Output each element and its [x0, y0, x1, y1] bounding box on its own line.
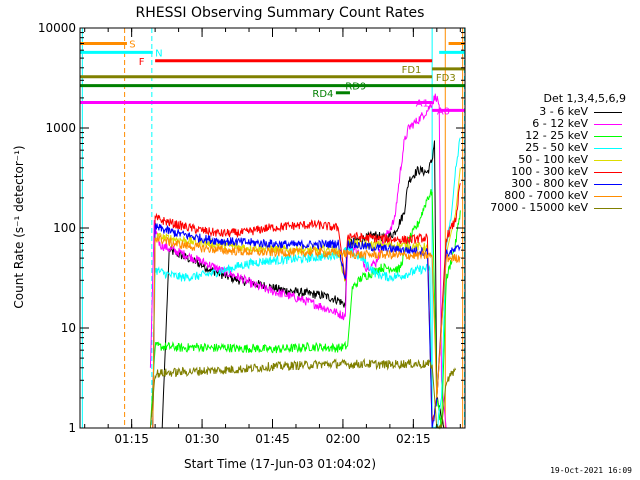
y-tick-label-1: 10 — [61, 321, 76, 335]
flag-label-fd3: FD3 — [436, 73, 456, 84]
legend-swatch — [594, 171, 622, 173]
legend-label: 50 - 100 keV — [518, 153, 588, 166]
flag-label-a0: A0 — [437, 106, 450, 117]
legend-swatch — [594, 111, 622, 113]
chart-title: RHESSI Observing Summary Count Rates — [136, 5, 425, 21]
legend-entry: 12 - 25 keV — [486, 130, 636, 142]
series-line-7 — [152, 234, 461, 429]
series-line-5 — [152, 183, 461, 429]
legend-swatch — [594, 159, 622, 161]
legend-swatch — [594, 135, 622, 137]
legend-entry: 6 - 12 keV — [486, 118, 636, 130]
timestamp: 19-Oct-2021 16:09 — [550, 466, 632, 475]
series-line-1 — [149, 93, 447, 429]
flag-label-s: S — [129, 39, 135, 50]
legend-label: 100 - 300 keV — [511, 165, 588, 178]
legend-entry: 100 - 300 keV — [486, 166, 636, 178]
axes: 01:15 01:30 01:45 02:00 02:15 1 10 100 1000 10000 — [38, 21, 465, 446]
legend-entry: 800 - 7000 keV — [486, 190, 636, 202]
flag-label-rd4: RD4 — [312, 89, 333, 100]
x-tick-label-4: 02:15 — [396, 432, 431, 446]
legend: Det 1,3,4,5,6,9 3 - 6 keV 6 - 12 keV 12 - … — [486, 91, 636, 214]
y-axis-label: Count Rate (s⁻¹ detector⁻¹) — [12, 145, 26, 308]
x-tick-label-1: 01:30 — [185, 432, 220, 446]
flag-lines: S NF FD1 FD3 RD9 RD4 A1 A0 — [80, 39, 465, 117]
legend-swatch — [594, 195, 622, 197]
legend-entry: 50 - 100 keV — [486, 154, 636, 166]
flag-label-rd9: RD9 — [345, 82, 366, 93]
flag-label-n: N — [155, 48, 162, 59]
legend-entry: 300 - 800 keV — [486, 178, 636, 190]
legend-swatch — [594, 207, 622, 209]
legend-entry: 25 - 50 keV — [486, 142, 636, 154]
y-tick-label-2: 100 — [53, 221, 76, 235]
y-tick-label-0: 1 — [68, 421, 76, 435]
legend-label: 6 - 12 keV — [532, 117, 588, 130]
legend-entry: 3 - 6 keV — [486, 106, 636, 118]
legend-label: 300 - 800 keV — [511, 177, 588, 190]
y-tick-label-4: 10000 — [38, 21, 76, 35]
series-line-0 — [161, 140, 445, 429]
legend-swatch — [594, 123, 622, 125]
legend-swatch — [594, 183, 622, 185]
legend-label: 3 - 6 keV — [539, 105, 588, 118]
series-lines — [149, 93, 461, 430]
series-line-6 — [152, 222, 461, 429]
legend-entries: 3 - 6 keV 6 - 12 keV 12 - 25 keV 25 - 50 ke… — [486, 106, 636, 214]
series-line-2 — [149, 189, 461, 429]
x-tick-label-3: 02:00 — [326, 432, 361, 446]
legend-swatch — [594, 147, 622, 149]
series-line-8 — [149, 357, 457, 430]
legend-title: Det 1,3,4,5,6,9 — [543, 92, 626, 105]
legend-entry: 7000 - 15000 keV — [486, 202, 636, 214]
series-line-3 — [152, 137, 461, 429]
legend-label: 800 - 7000 keV — [504, 189, 588, 202]
x-axis-label: Start Time (17-Jun-03 01:04:02) — [184, 457, 376, 471]
flag-label-f: F — [139, 57, 145, 68]
x-tick-label-0: 01:15 — [114, 432, 149, 446]
y-tick-label-3: 1000 — [45, 121, 76, 135]
legend-label: 7000 - 15000 keV — [490, 201, 588, 214]
x-tick-label-2: 01:45 — [255, 432, 290, 446]
flag-label-a1: A1 — [416, 98, 429, 109]
flag-label-fd1: FD1 — [402, 65, 422, 76]
legend-label: 12 - 25 keV — [525, 129, 588, 142]
legend-label: 25 - 50 keV — [525, 141, 588, 154]
